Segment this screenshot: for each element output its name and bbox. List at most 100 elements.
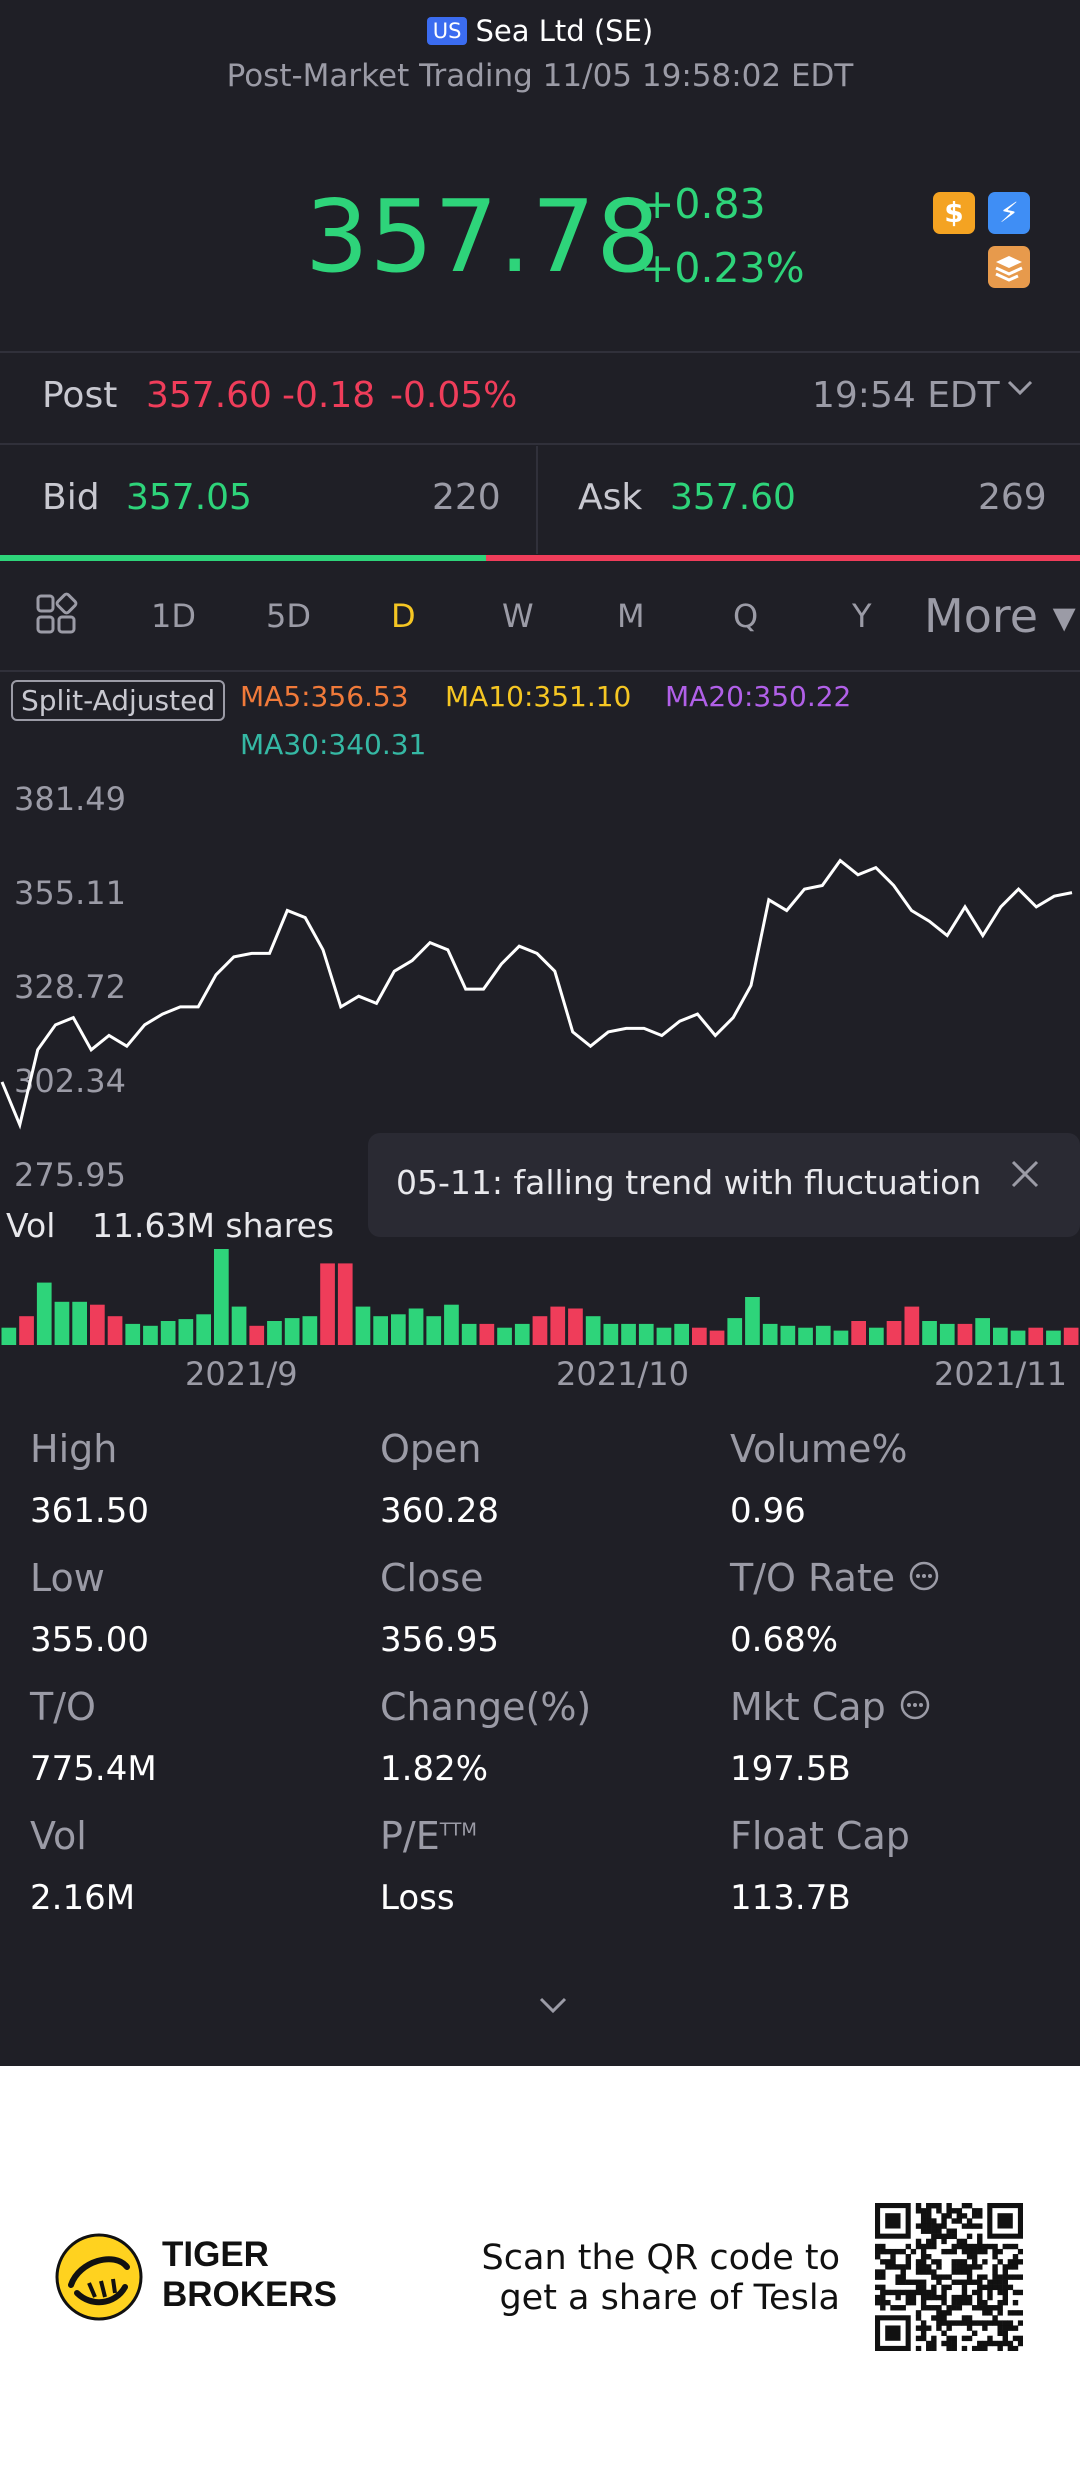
x-tick-label: 2021/9: [185, 1355, 298, 1393]
tab-w[interactable]: W: [502, 597, 534, 635]
volume-bar: [90, 1304, 105, 1345]
volume-bar: [514, 1323, 530, 1345]
volume-bar: [638, 1323, 654, 1345]
volume-bar: [178, 1319, 194, 1345]
volume-bar: [709, 1330, 725, 1345]
stat-label[interactable]: Mkt Cap: [730, 1685, 932, 1729]
stat-value: 1.82%: [380, 1749, 489, 1789]
volume-bar: [426, 1316, 442, 1345]
divider: [0, 670, 1080, 672]
lightning-icon[interactable]: ⚡: [988, 192, 1030, 234]
stat-label: T/O: [30, 1685, 96, 1729]
volume-bar: [125, 1323, 141, 1345]
volume-bar: [72, 1301, 87, 1345]
qr-code[interactable]: [875, 2203, 1023, 2351]
info-icon[interactable]: [907, 1559, 941, 1593]
tab-q[interactable]: Q: [733, 597, 759, 635]
post-change: -0.18: [282, 375, 376, 416]
x-tick-label: 2021/10: [556, 1355, 689, 1393]
promo-text: get a share of Tesla: [499, 2278, 840, 2318]
volume-bar: [939, 1323, 955, 1345]
volume-bar: [214, 1249, 229, 1345]
dollar-icon[interactable]: $: [933, 192, 975, 234]
stat-label: Low: [30, 1556, 105, 1600]
tab-m[interactable]: M: [617, 597, 645, 635]
ma30-value: MA30:340.31: [240, 728, 427, 761]
tab-d[interactable]: D: [391, 597, 416, 635]
divider: [0, 443, 1080, 445]
volume-bar: [585, 1316, 601, 1345]
chevron-down-icon[interactable]: [1005, 368, 1035, 416]
tab-5d[interactable]: 5D: [266, 597, 311, 635]
volume-bar: [196, 1314, 211, 1345]
stat-value: 0.96: [730, 1491, 806, 1531]
post-time[interactable]: 19:54 EDT: [812, 375, 1000, 416]
tab-y[interactable]: Y: [852, 597, 872, 635]
volume-bar: [1010, 1330, 1026, 1345]
post-label: Post: [42, 375, 118, 416]
stock-name: Sea Ltd (SE): [475, 14, 654, 48]
trend-annotation: 05-11: falling trend with fluctuation: [396, 1163, 982, 1202]
stack-icon[interactable]: [988, 246, 1030, 288]
volume-bar: [656, 1327, 672, 1345]
close-icon[interactable]: [1005, 1154, 1045, 1205]
stat-label-text: T/O Rate: [730, 1556, 896, 1600]
brand-name: TIGER: [162, 2235, 269, 2274]
ma10-value: MA10:351.10: [445, 680, 632, 713]
volume-bar: [957, 1323, 973, 1345]
volume-bar: [922, 1321, 937, 1345]
volume-bar: [408, 1308, 424, 1345]
bid-size: 220: [432, 477, 501, 518]
volume-bar: [780, 1325, 796, 1345]
ask-ratio-bar: [486, 555, 1080, 561]
volume-bar: [36, 1282, 52, 1345]
price-line: [0, 858, 1073, 1130]
info-icon[interactable]: [898, 1688, 932, 1722]
volume-bar: [993, 1327, 1008, 1345]
price-change-percent: +0.23%: [640, 244, 805, 292]
stat-value: 2.16M: [30, 1878, 136, 1918]
x-tick-label: 2021/11: [934, 1355, 1067, 1393]
stat-label-sup: TTM: [439, 1819, 477, 1841]
stat-value: 355.00: [30, 1620, 149, 1660]
volume-bar: [1063, 1327, 1079, 1345]
volume-bar: [302, 1316, 318, 1345]
volume-value: 11.63M shares: [92, 1206, 335, 1245]
stat-label: P/ETTM: [380, 1814, 477, 1858]
volume-bar: [267, 1321, 282, 1345]
divider: [0, 351, 1080, 353]
trend-tooltip: [368, 1133, 1080, 1237]
price-chart[interactable]: [0, 780, 1080, 1350]
volume-bar: [727, 1318, 743, 1345]
split-adjusted-toggle[interactable]: Split-Adjusted: [11, 680, 226, 721]
stat-value: 197.5B: [730, 1749, 851, 1789]
stat-label: Open: [380, 1427, 482, 1471]
volume-bar: [160, 1321, 176, 1345]
ask-size: 269: [978, 477, 1047, 518]
volume-bar: [603, 1323, 619, 1345]
stat-label[interactable]: T/O Rate: [730, 1556, 941, 1600]
volume-bar: [886, 1321, 902, 1345]
tab-1d[interactable]: 1D: [151, 597, 196, 635]
stat-label: Float Cap: [730, 1814, 910, 1858]
ask-price: 357.60: [670, 477, 796, 518]
volume-bar: [54, 1301, 70, 1345]
volume-bar: [798, 1327, 813, 1345]
volume-bar: [532, 1316, 548, 1345]
volume-bar: [975, 1318, 990, 1345]
tab-more[interactable]: More ▾: [924, 589, 1076, 643]
ma20-value: MA20:350.22: [665, 680, 852, 713]
grid-icon[interactable]: [34, 592, 78, 636]
stat-label: Volume%: [730, 1427, 908, 1471]
period-tabs: 1D 5D D W M Q Y More ▾: [0, 575, 1080, 671]
post-price: 357.60: [146, 375, 272, 416]
brand-name: BROKERS: [162, 2275, 338, 2314]
volume-bar: [231, 1306, 247, 1345]
expand-chevron-icon[interactable]: [535, 1990, 571, 2030]
stat-value: Loss: [380, 1878, 455, 1918]
volume-bar: [497, 1327, 512, 1345]
volume-bar: [373, 1316, 388, 1345]
ask-label: Ask: [578, 477, 643, 518]
stat-label: High: [30, 1427, 118, 1471]
y-tick-label: 275.95: [14, 1156, 126, 1194]
